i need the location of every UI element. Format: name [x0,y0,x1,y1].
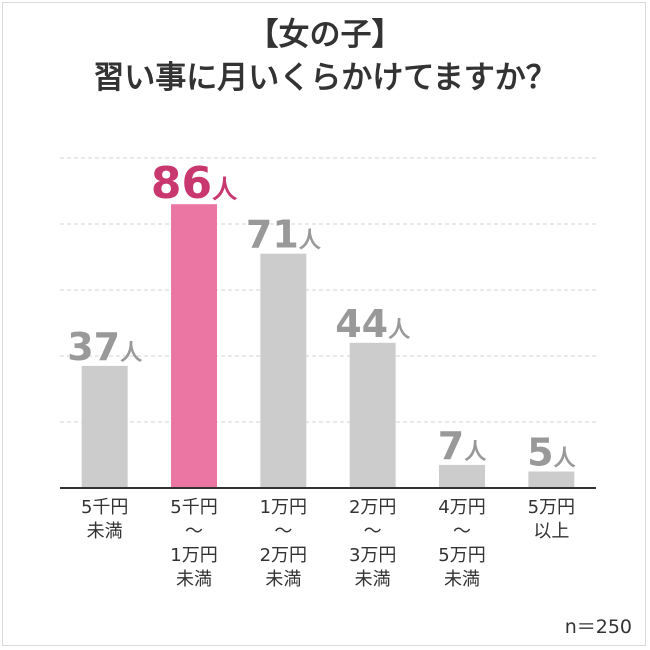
x-tick-label-4-0: 4万円 [438,497,485,518]
bar-value-label-5: 5人 [527,431,575,475]
x-tick-label-3-1: 〜 [364,521,382,542]
x-tick-label-3-2: 3万円 [349,545,396,566]
sample-size-note: n＝250 [564,616,632,638]
x-tick-label-2-3: 未満 [265,569,301,590]
chart-title-line1: 【女の子】 [247,17,403,53]
bar-value-label-2: 71人 [246,213,321,257]
chart-title-line2: 習い事に月いくらかけてますか？ [93,60,557,96]
x-tick-label-4-3: 未満 [444,569,480,590]
x-tick-label-2-2: 2万円 [260,545,307,566]
x-tick-label-1-1: 〜 [185,521,203,542]
x-tick-label-3-0: 2万円 [349,497,396,518]
x-tick-label-2-1: 〜 [274,521,292,542]
bar-2 [260,253,307,488]
x-tick-label-2-0: 1万円 [260,497,307,518]
x-tick-label-0-1: 未満 [87,521,123,542]
bar-0 [81,365,128,488]
bar-value-label-1: 86人 [151,158,237,209]
bar-value-label-3: 44人 [335,302,410,346]
bar-1 [171,204,217,488]
bar-4 [439,464,485,488]
bar-value-label-4: 7人 [438,424,486,468]
x-tick-label-1-0: 5千円 [170,497,217,518]
x-tick-label-4-2: 5万円 [438,545,485,566]
x-tick-label-1-3: 未満 [176,569,212,590]
bar-5 [528,471,575,488]
bar-3 [349,342,396,488]
x-tick-label-4-1: 〜 [453,521,471,542]
x-tick-label-5-1: 以上 [533,521,569,542]
x-tick-label-5-0: 5万円 [528,497,575,518]
x-tick-label-0-0: 5千円 [81,497,128,518]
x-tick-label-1-2: 1万円 [170,545,217,566]
x-tick-label-3-3: 未満 [355,569,391,590]
bar-value-label-0: 37人 [67,325,142,369]
